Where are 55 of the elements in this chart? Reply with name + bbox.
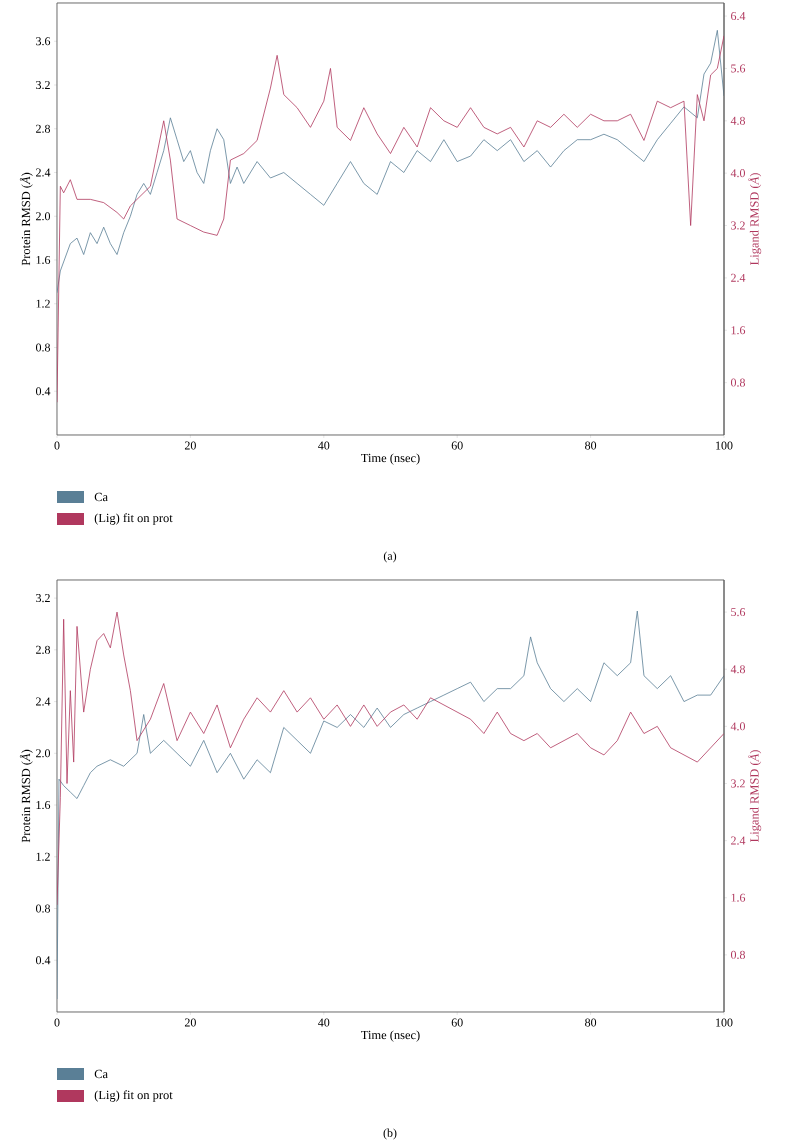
x-axis-title: Time (nsec) [361, 1030, 420, 1042]
line-series [57, 610, 724, 1000]
x-tick-label: 20 [184, 441, 196, 450]
x-tick-label: 80 [585, 1018, 597, 1027]
y-tick-label: 3.2 [36, 594, 50, 603]
y2-tick-label: 3.2 [731, 779, 745, 788]
y2-tick-label: 1.6 [731, 326, 746, 335]
x-axis-title: Time (nsec) [361, 453, 420, 465]
text: (a) [383, 551, 397, 563]
x-tick-label: 60 [451, 1018, 463, 1027]
y2-tick-label: 4.8 [730, 665, 745, 674]
legend-label: (Lig) fit on prot [94, 513, 173, 525]
legend-label: Ca [94, 1069, 108, 1079]
y-tick-label: 2.4 [36, 168, 51, 177]
y2-tick-label: 0.8 [730, 378, 745, 387]
line-series [57, 35, 724, 403]
x-tick-label: 0 [54, 1018, 60, 1027]
x-tick-label: 0 [54, 441, 60, 450]
y-tick-label: 1.2 [36, 299, 50, 308]
y2-tick-label: 4.8 [730, 116, 745, 125]
y-tick-label: 2.0 [36, 749, 51, 758]
x-tick-label: 100 [716, 1018, 733, 1027]
x-tick-label: 40 [318, 441, 330, 450]
y-tick-label: 1.6 [36, 800, 51, 810]
y2-tick-label: 2.4 [731, 273, 746, 282]
y2-tick-label: 3.2 [731, 221, 745, 230]
y2-tick-label: 1.6 [731, 893, 746, 902]
y2-tick-label: 5.6 [731, 64, 746, 73]
y-tick-label: 2.8 [36, 645, 51, 654]
y-tick-label: 0.8 [35, 343, 51, 352]
y-tick-label: 3.6 [36, 37, 51, 46]
line-series [57, 29, 724, 294]
y-tick-label: 2.0 [36, 212, 51, 221]
x-tick-label: 20 [184, 1018, 196, 1027]
legend-label: (Lig) fit on prot [94, 1090, 173, 1102]
y-tick-label: 2.4 [36, 697, 51, 706]
y2-tick-label: 2.4 [731, 836, 746, 845]
y-tick-label: 1.6 [36, 255, 51, 265]
y2-tick-label: 0.8 [730, 950, 745, 959]
y2-tick-label: 4.0 [730, 169, 745, 178]
legend-label: Ca [94, 492, 108, 502]
x-tick-label: 40 [318, 1018, 330, 1027]
x-tick-label: 80 [585, 441, 597, 450]
y2-tick-label: 5.6 [731, 608, 746, 617]
x-tick-label: 60 [451, 441, 463, 450]
text: (b) [383, 1128, 397, 1140]
y-tick-label: 2.8 [36, 124, 51, 133]
y-tick-label: 0.4 [35, 956, 51, 965]
y-tick-label: 0.4 [35, 387, 51, 396]
y2-tick-label: 4.0 [730, 722, 745, 731]
y-tick-label: 1.2 [36, 852, 50, 861]
y-tick-label: 0.8 [35, 904, 51, 913]
x-tick-label: 100 [716, 441, 733, 450]
y-tick-label: 3.2 [36, 80, 50, 90]
y2-tick-label: 6.4 [731, 12, 746, 21]
